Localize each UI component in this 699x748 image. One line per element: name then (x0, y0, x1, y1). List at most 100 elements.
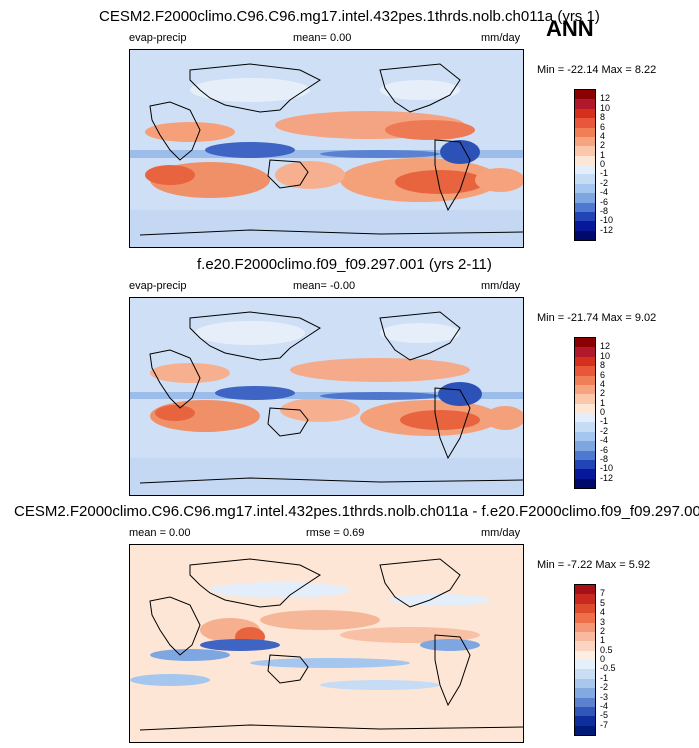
panel2-colorbar-tick-label: -1 (600, 416, 609, 427)
panel2-colorbar-tick-label: -12 (600, 472, 614, 483)
panel2-map-field (130, 298, 523, 495)
panel1-colorbar-tick-label: -1 (600, 168, 609, 179)
panel1-colorbar-tick-label: 0 (600, 159, 606, 169)
panel1-colorbar-tick-label: 6 (600, 121, 606, 132)
panel1-map-field (130, 50, 523, 247)
panel3-colorbar-segment (575, 678, 595, 689)
panel3-colorbar-tick-label: 3 (600, 616, 606, 627)
panel2-colorbar-segment (575, 366, 595, 376)
panel1-colorbar-tick-label: -8 (600, 205, 609, 216)
panel1-colorbar-segment (575, 99, 595, 109)
panel3-title: CESM2.F2000climo.C96.C96.mg17.intel.432p… (14, 503, 699, 520)
panel3-minmax: Min = -7.22 Max = 5.92 (537, 559, 651, 571)
panel3-colorbar-segment (575, 613, 595, 623)
panel1-colorbar-segment (575, 108, 595, 119)
panel3-colorbar-tick-label: -5 (600, 710, 609, 721)
panel2-colorbar-box (574, 337, 596, 489)
panel3-colorbar-tick-label: -1 (600, 672, 609, 683)
panel3-colorbar-tick-label: 0 (600, 654, 606, 664)
panel1-units: mm/day (481, 32, 521, 44)
panel1-colorbar-tick-label: -6 (600, 196, 609, 207)
panel3-mean: mean = 0.00 (129, 527, 191, 539)
panel1-colorbar-tick-label: 8 (600, 112, 606, 123)
panel1-colorbar-segment (575, 90, 595, 100)
panel3-colorbar-segment (575, 706, 595, 717)
panel1-colorbar-segment (575, 230, 595, 240)
panel1-colorbar-tick-label: -4 (600, 187, 609, 198)
panel1-colorbar-tick-label: -2 (600, 177, 609, 188)
panel3-colorbar-segment (575, 594, 595, 604)
panel3-colorbar-tick-label: 4 (600, 607, 606, 618)
panel2-colorbar-tick-label: 10 (600, 350, 611, 361)
panel2-colorbar-segment (575, 422, 595, 432)
panel2-mean: mean= -0.00 (293, 280, 356, 292)
season-label: ANN (546, 16, 594, 41)
panel2-colorbar-segment (575, 431, 595, 442)
panel2-colorbar-tick-label: 0 (600, 407, 606, 417)
panel3-field-patches (130, 582, 490, 690)
panel1-coastlines (139, 63, 523, 236)
panel3-colorbar-tick-label: -0.5 (600, 663, 616, 674)
panel2-colorbar-segment (575, 356, 595, 367)
panel3-map-field (130, 545, 523, 742)
panel2-colorbar-segment (575, 384, 595, 395)
panel1-colorbar-segment (575, 155, 595, 165)
panel2-colorbar-segment (575, 338, 595, 348)
panel2-colorbar-tick-label: 4 (600, 378, 606, 389)
panel1-colorbar-tick-label: 2 (600, 140, 606, 151)
panel3-colorbar-box (574, 584, 596, 736)
panel3-colorbar-tick-label: -2 (600, 682, 609, 693)
panel2-colorbar-tick-label: 8 (600, 360, 606, 371)
panel3-colorbar-segment (575, 641, 595, 651)
panel2-colorbar-segment (575, 375, 595, 385)
panel3-rmse: rmse = 0.69 (306, 527, 365, 539)
panel3-colorbar-tick-label: -7 (600, 719, 609, 730)
panel3-colorbar-tick-label: -3 (600, 691, 609, 702)
panel1-variable-label: evap-precip (129, 32, 187, 44)
panel3-colorbar-tick-label: 1 (600, 635, 606, 646)
panel3-colorbar-segment (575, 669, 595, 679)
panel3-colorbar-segment (575, 697, 595, 707)
panel2-colorbar-tick-label: 1 (600, 397, 606, 408)
panel1-colorbar-tick-label: 10 (600, 102, 611, 113)
panel1-colorbar-segment (575, 165, 595, 175)
panel2-colorbar-segment (575, 403, 595, 413)
panel1-colorbar-segment (575, 136, 595, 147)
panel3-colorbar-segment (575, 631, 595, 642)
panel3-colorbar-segment (575, 716, 595, 726)
panel3-colorbar-tick-label: 5 (600, 597, 606, 608)
panel2-colorbar-segment (575, 459, 595, 470)
panel2-minmax: Min = -21.74 Max = 9.02 (537, 312, 657, 324)
panel3-units: mm/day (481, 527, 521, 539)
panel1-colorbar-segment (575, 118, 595, 128)
panel2-colorbar-tick-label: 2 (600, 388, 606, 399)
panel3-colorbar-segment (575, 725, 595, 735)
panel1-colorbar-tick-label: -10 (600, 215, 614, 226)
panel2-colorbar-tick-label: -10 (600, 463, 614, 474)
panel2-units: mm/day (481, 280, 521, 292)
panel2-colorbar-segment (575, 347, 595, 357)
panel2-colorbar-segment (575, 469, 595, 479)
panel1-colorbar-tick-label: 12 (600, 93, 611, 104)
panel1-title: CESM2.F2000climo.C96.C96.mg17.intel.432p… (99, 8, 600, 25)
panel1-map (129, 49, 524, 248)
panel1-mean: mean= 0.00 (293, 32, 352, 44)
panel2-field-patches (130, 321, 523, 495)
panel2-colorbar-segment (575, 478, 595, 488)
panel2-colorbar-tick-label: -4 (600, 435, 609, 446)
panel2-coastlines (139, 311, 523, 484)
panel1-colorbar-segment (575, 174, 595, 184)
panel3-colorbar-segment (575, 688, 595, 698)
panel1-colorbar-tick-label: -12 (600, 224, 614, 235)
panel1-colorbar-segment (575, 211, 595, 222)
panel2-variable-label: evap-precip (129, 280, 187, 292)
panel2-colorbar-segment (575, 441, 595, 451)
panel2-colorbar-tick-label: 6 (600, 369, 606, 380)
panel1-colorbar-segment (575, 221, 595, 231)
panel2-map (129, 297, 524, 496)
panel1-minmax: Min = -22.14 Max = 8.22 (537, 64, 657, 76)
panel3-map (129, 544, 524, 743)
panel3-coastlines (139, 558, 523, 731)
panel3-colorbar-tick-label: 7 (600, 588, 606, 599)
panel1-colorbar-segment (575, 127, 595, 137)
